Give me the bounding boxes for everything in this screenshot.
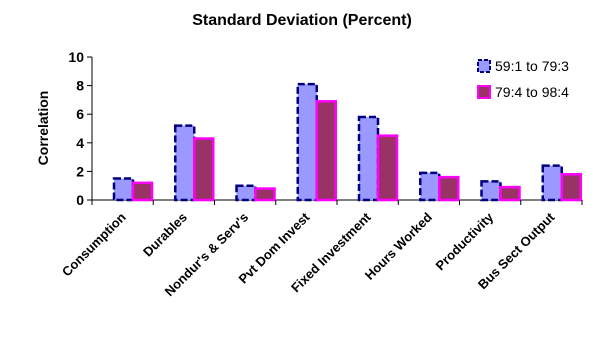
y-tick-label: 2	[76, 163, 84, 179]
legend-label-2: 79:4 to 98:4	[495, 84, 569, 100]
x-tick-label: Durables	[140, 210, 190, 260]
x-tick-label: Productivity	[433, 209, 497, 273]
bar-series2-0	[131, 181, 154, 202]
bar-series1-7	[541, 164, 563, 202]
bar-series2-2	[254, 187, 276, 202]
bar-series2-6	[499, 185, 521, 202]
bar-series1-0	[112, 177, 135, 202]
y-axis-label: Correlation	[35, 91, 51, 166]
y-tick-label: 6	[76, 106, 84, 122]
x-tick-label: Consumption	[59, 209, 129, 279]
bar-series2-1	[193, 137, 215, 202]
y-tick-label: 0	[76, 192, 84, 208]
legend-swatch-2	[477, 85, 491, 99]
bar-series2-7	[560, 173, 582, 202]
legend-label-1: 59:1 to 79:3	[495, 58, 569, 74]
legend-swatch-1	[477, 59, 491, 73]
bar-series2-4	[376, 134, 399, 202]
chart-title: Standard Deviation (Percent)	[192, 12, 412, 29]
y-tick-label: 4	[76, 135, 84, 151]
bar-series1-4	[357, 115, 380, 202]
bar-series2-3	[315, 100, 337, 202]
bar-series1-1	[174, 124, 196, 202]
bar-series1-2	[235, 184, 257, 202]
y-tick-label: 10	[68, 49, 84, 65]
bar-series1-5	[419, 171, 441, 202]
bar-series1-3	[296, 82, 318, 202]
y-tick-label: 8	[76, 78, 84, 94]
legend: 59:1 to 79:3 79:4 to 98:4	[477, 58, 569, 100]
bar-series2-5	[438, 175, 460, 202]
bar-series1-6	[480, 180, 502, 202]
